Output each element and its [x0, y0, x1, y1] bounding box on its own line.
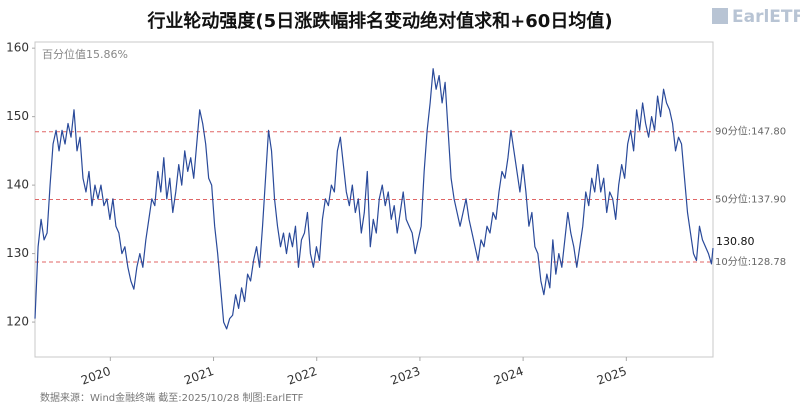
y-tick-label: 160 [6, 41, 29, 55]
end-value-label: 130.80 [716, 235, 755, 248]
logo: EarlETF [712, 7, 800, 27]
reference-label: 50分位:137.90 [715, 193, 786, 206]
source-note: 数据来源：Wind金融终端 截至:2025/10/28 制图:EarlETF [40, 391, 304, 404]
y-tick-label: 120 [6, 315, 29, 329]
y-tick-label: 140 [6, 178, 29, 192]
logo-text: EarlETF [732, 7, 800, 27]
y-tick-label: 130 [6, 246, 29, 260]
y-tick-label: 150 [6, 109, 29, 123]
reference-label: 10分位:128.78 [715, 255, 786, 268]
reference-label: 90分位:147.80 [715, 125, 786, 138]
chart-title: 行业轮动强度(5日涨跌幅排名变动绝对值求和+60日均值) [146, 10, 612, 32]
series-line [34, 68, 714, 330]
logo-icon [712, 8, 728, 24]
percentile-note: 百分位值15.86% [42, 47, 128, 61]
